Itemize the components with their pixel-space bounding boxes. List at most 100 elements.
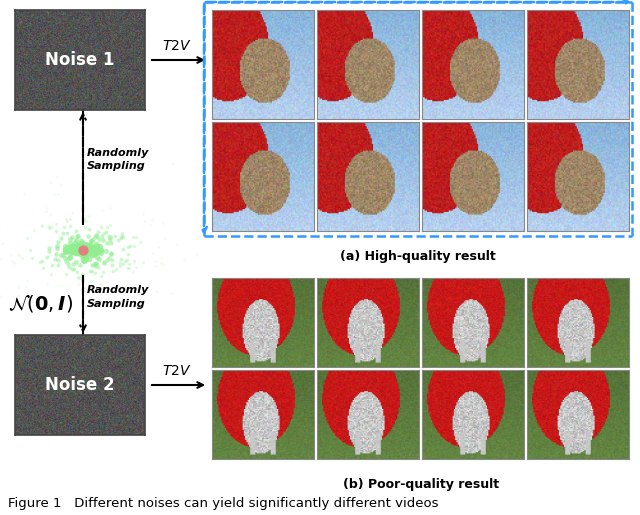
Point: [44, 247, 54, 255]
Point: [56, 234, 67, 243]
Point: [104, 234, 114, 242]
Point: [44, 244, 54, 252]
Point: [65, 247, 75, 255]
Point: [94, 234, 104, 243]
Point: [6, 250, 16, 259]
Point: [150, 262, 160, 270]
Point: [77, 287, 87, 295]
Point: [70, 247, 81, 255]
Point: [115, 262, 125, 270]
Point: [81, 255, 92, 263]
Point: [102, 238, 113, 247]
Point: [19, 191, 29, 199]
Point: [0, 255, 6, 264]
Point: [79, 243, 90, 251]
Point: [92, 247, 102, 255]
Point: [98, 268, 108, 277]
Point: [67, 209, 77, 217]
Point: [89, 249, 99, 257]
Point: [67, 232, 77, 241]
Point: [106, 249, 116, 258]
Point: [87, 261, 97, 269]
Point: [80, 249, 90, 258]
Text: $\mathcal{N}(\mathbf{0}, \boldsymbol{I})$: $\mathcal{N}(\mathbf{0}, \boldsymbol{I})…: [8, 294, 73, 315]
Point: [51, 173, 61, 181]
Point: [7, 256, 17, 265]
Point: [124, 264, 134, 272]
Point: [125, 242, 135, 250]
Point: [158, 219, 168, 227]
Text: (a) High-quality result: (a) High-quality result: [340, 250, 496, 263]
Point: [99, 229, 109, 237]
Point: [117, 229, 127, 237]
Point: [131, 263, 141, 271]
Point: [120, 256, 130, 265]
Point: [49, 190, 59, 198]
Text: Noise 2: Noise 2: [45, 376, 115, 394]
Point: [115, 234, 125, 243]
Point: [78, 271, 88, 279]
Point: [160, 234, 170, 242]
Point: [74, 273, 84, 282]
Point: [77, 238, 87, 247]
Point: [84, 247, 95, 255]
Point: [81, 246, 91, 254]
Point: [90, 248, 100, 256]
Point: [72, 244, 82, 252]
Point: [42, 253, 52, 262]
Point: [78, 246, 88, 254]
Point: [51, 250, 61, 259]
Text: $T2V$: $T2V$: [162, 364, 191, 378]
Point: [0, 216, 2, 224]
Point: [44, 222, 54, 230]
Point: [62, 229, 72, 237]
Point: [65, 239, 76, 247]
Point: [81, 241, 92, 249]
Point: [150, 256, 161, 265]
Point: [148, 249, 159, 257]
Point: [102, 295, 113, 303]
Point: [113, 235, 123, 244]
Point: [156, 253, 166, 262]
Point: [93, 263, 103, 271]
Point: [79, 256, 89, 265]
Point: [67, 243, 77, 251]
Point: [93, 242, 103, 250]
Point: [65, 222, 75, 230]
Point: [61, 215, 71, 224]
Point: [80, 244, 90, 252]
Point: [81, 247, 92, 255]
Point: [22, 233, 32, 242]
Point: [117, 231, 127, 239]
Point: [74, 261, 84, 269]
Point: [52, 237, 63, 246]
Text: $T2V$: $T2V$: [162, 39, 191, 53]
Point: [105, 236, 115, 244]
Point: [157, 260, 168, 268]
Point: [154, 243, 164, 251]
Point: [88, 260, 99, 268]
Point: [81, 217, 91, 226]
Text: (b) Poor-quality result: (b) Poor-quality result: [343, 478, 499, 491]
Point: [45, 210, 55, 218]
Point: [128, 267, 138, 275]
Point: [46, 222, 56, 231]
Point: [79, 242, 89, 250]
Point: [81, 243, 92, 251]
Point: [74, 247, 84, 255]
Point: [90, 233, 100, 241]
Point: [118, 245, 129, 253]
Point: [81, 248, 91, 256]
Point: [60, 248, 70, 256]
Point: [147, 216, 157, 224]
Point: [106, 233, 116, 241]
Point: [52, 244, 62, 252]
Point: [13, 283, 24, 291]
Point: [79, 247, 89, 255]
Point: [77, 246, 87, 254]
Point: [77, 255, 88, 264]
Point: [44, 224, 54, 232]
Point: [41, 204, 51, 212]
Point: [77, 270, 87, 278]
Point: [94, 255, 104, 263]
